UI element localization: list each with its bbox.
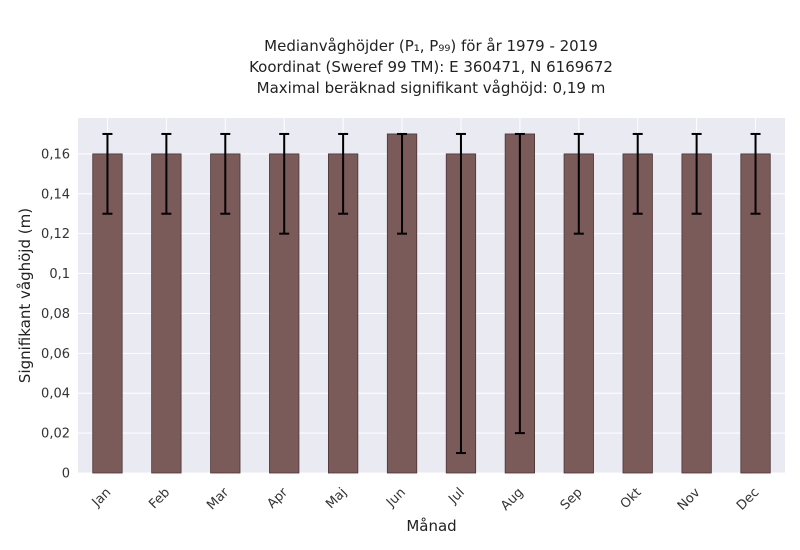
y-tick-label: 0,04: [41, 387, 70, 402]
bar-jan: [92, 153, 123, 474]
x-tick-label: Nov: [675, 485, 704, 514]
x-tick-label: Apr: [265, 485, 292, 512]
x-tick-label: Dec: [734, 485, 762, 513]
x-tick-label: Mar: [204, 485, 232, 513]
chart-title-line-3: Maximal beräknad signifikant våghöjd: 0,…: [257, 79, 606, 97]
y-tick-label: 0,1: [49, 267, 70, 282]
y-tick-label: 0,08: [41, 307, 70, 322]
x-axis-label: Månad: [406, 517, 456, 535]
plot-area: [78, 118, 785, 473]
y-axis-label: Signifikant våghöjd (m): [16, 208, 34, 383]
chart-title-line-1: Medianvåghöjder (P₁, P₉₉) för år 1979 - …: [264, 37, 598, 55]
y-tick-label: 0,14: [41, 187, 70, 202]
x-tick-label: Maj: [323, 485, 350, 512]
x-tick-label: Aug: [498, 485, 527, 514]
x-tick-label: Feb: [146, 485, 173, 512]
x-tick-label: Jan: [89, 485, 114, 510]
y-tick-label: 0,06: [41, 347, 70, 362]
y-tick-label: 0,12: [41, 227, 70, 242]
x-tick-label: Okt: [618, 485, 645, 512]
y-tick-label: 0: [62, 467, 70, 482]
x-tick-label: Jul: [445, 485, 467, 507]
y-tick-label: 0,02: [41, 427, 70, 442]
chart-title-line-2: Koordinat (Sweref 99 TM): E 360471, N 61…: [249, 58, 613, 76]
x-tick-label: Sep: [558, 485, 586, 513]
x-tick-label: Jun: [383, 485, 409, 511]
y-tick-label: 0,16: [41, 147, 70, 162]
